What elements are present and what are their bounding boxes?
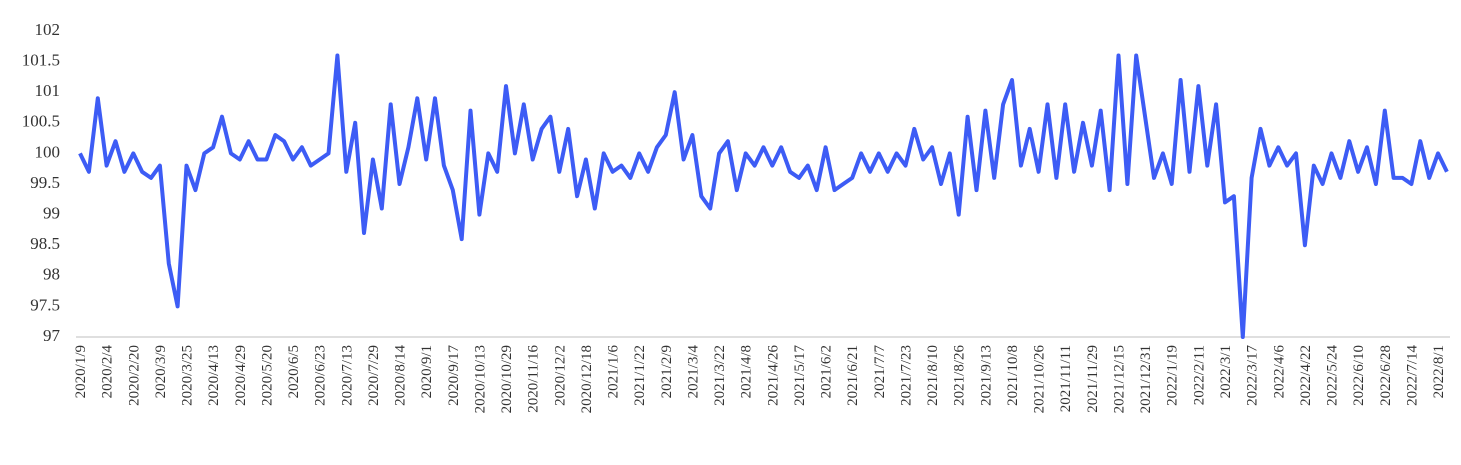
x-tick-label: 2020/5/20 — [259, 345, 275, 406]
x-tick-label: 2020/9/1 — [419, 345, 435, 398]
x-tick-label: 2020/4/29 — [233, 345, 249, 406]
y-tick-label: 100 — [35, 142, 61, 161]
x-tick-label: 2021/4/26 — [765, 345, 781, 406]
x-tick-label: 2021/11/11 — [1058, 345, 1074, 412]
x-tick-label: 2021/3/22 — [712, 345, 728, 406]
y-tick-label: 99.5 — [30, 173, 60, 192]
x-tick-label: 2022/2/11 — [1191, 345, 1207, 405]
x-tick-label: 2022/4/6 — [1271, 345, 1287, 399]
x-tick-label: 2020/9/17 — [446, 345, 462, 406]
x-tick-label: 2022/3/17 — [1245, 345, 1261, 406]
x-tick-label: 2020/8/14 — [393, 345, 409, 406]
x-tick-label: 2022/4/22 — [1298, 345, 1314, 406]
x-tick-label: 2021/7/23 — [898, 345, 914, 406]
x-tick-label: 2022/3/1 — [1218, 345, 1234, 398]
x-tick-label: 2020/10/29 — [499, 345, 515, 413]
y-tick-label: 100.5 — [22, 112, 60, 131]
x-tick-label: 2020/6/23 — [313, 345, 329, 406]
y-tick-label: 101.5 — [22, 51, 60, 70]
x-tick-label: 2021/6/21 — [845, 345, 861, 406]
y-tick-label: 98 — [43, 265, 60, 284]
y-tick-label: 97 — [43, 326, 61, 345]
y-tick-label: 99 — [43, 204, 60, 223]
x-tick-label: 2021/2/9 — [659, 345, 675, 398]
x-tick-label: 2022/1/19 — [1165, 345, 1181, 406]
x-tick-label: 2020/7/29 — [366, 345, 382, 406]
x-tick-label: 2020/3/25 — [180, 345, 196, 406]
y-tick-label: 102 — [35, 20, 61, 39]
x-tick-label: 2021/7/7 — [872, 345, 888, 399]
x-tick-label: 2022/8/1 — [1431, 345, 1447, 398]
x-tick-label: 2021/1/6 — [606, 345, 622, 399]
x-tick-label: 2021/3/4 — [685, 345, 701, 399]
x-tick-label: 2022/6/10 — [1351, 345, 1367, 406]
x-tick-label: 2021/1/22 — [632, 345, 648, 406]
x-tick-label: 2020/11/16 — [526, 345, 542, 413]
y-tick-label: 98.5 — [30, 234, 60, 253]
y-tick-label: 97.5 — [30, 295, 60, 314]
x-tick-label: 2020/2/4 — [100, 345, 116, 399]
x-tick-label: 2021/6/2 — [819, 345, 835, 398]
data-line — [78, 53, 1449, 339]
x-tick-label: 2022/5/24 — [1325, 345, 1341, 406]
x-tick-label: 2021/9/13 — [978, 345, 994, 406]
x-tick-label: 2021/12/31 — [1138, 345, 1154, 413]
x-tick-label: 2021/10/26 — [1032, 345, 1048, 414]
x-tick-label: 2020/6/5 — [286, 345, 302, 398]
y-tick-label: 101 — [35, 81, 61, 100]
x-tick-label: 2021/10/8 — [1005, 345, 1021, 406]
x-tick-label: 2021/8/26 — [952, 345, 968, 406]
x-tick-label: 2020/10/13 — [472, 345, 488, 413]
x-tick-label: 2020/1/9 — [73, 345, 89, 398]
x-tick-label: 2020/12/18 — [579, 345, 595, 413]
x-tick-label: 2021/8/10 — [925, 345, 941, 406]
x-tick-label: 2020/2/20 — [126, 345, 142, 406]
x-tick-label: 2021/4/8 — [739, 345, 755, 398]
x-tick-label: 2021/11/29 — [1085, 345, 1101, 413]
x-tick-label: 2020/3/9 — [153, 345, 169, 398]
x-tick-label: 2022/7/14 — [1404, 345, 1420, 406]
x-tick-label: 2020/7/13 — [339, 345, 355, 406]
x-tick-label: 2022/6/28 — [1378, 345, 1394, 406]
x-tick-label: 2020/12/2 — [552, 345, 568, 406]
x-tick-label: 2020/4/13 — [206, 345, 222, 406]
x-tick-label: 2021/12/15 — [1111, 345, 1127, 413]
x-tick-label: 2021/5/17 — [792, 345, 808, 406]
